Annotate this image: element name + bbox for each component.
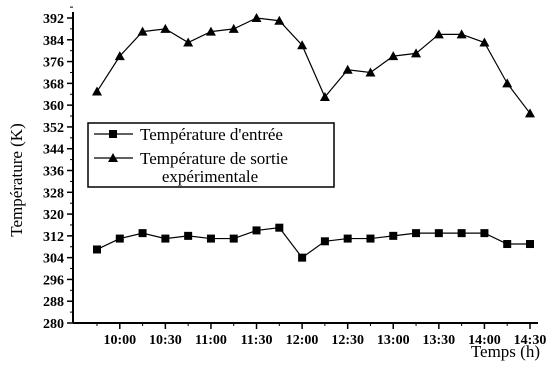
data-point [434, 229, 443, 238]
y-tick-label: 376 [43, 56, 64, 71]
y-tick-label: 352 [43, 121, 64, 136]
data-point [342, 64, 353, 74]
data-point [365, 67, 376, 77]
data-point [526, 240, 534, 249]
x-tick-label: 12:00 [286, 333, 319, 348]
legend: Température d'entrée Température de sorti… [87, 122, 335, 188]
y-tick-label: 384 [43, 34, 64, 49]
data-point [343, 234, 352, 243]
data-point [228, 23, 239, 33]
data-point [92, 86, 102, 96]
legend-label: Température de sortie [140, 149, 288, 168]
y-tick-label: 336 [43, 165, 64, 180]
data-point [184, 231, 193, 240]
x-tick-label: 10:00 [103, 333, 136, 348]
data-point [251, 13, 262, 22]
legend-label: expérimentale [162, 167, 258, 186]
x-axis-title: Temps (h) [471, 342, 540, 361]
data-point [206, 234, 215, 243]
series-layer [92, 13, 535, 262]
series-1 [93, 223, 534, 262]
y-tick-label: 360 [43, 99, 64, 114]
data-point [479, 37, 490, 47]
data-point [319, 91, 330, 101]
y-tick-label: 368 [43, 77, 64, 92]
y-tick-label: 328 [43, 186, 64, 201]
data-point [480, 229, 489, 238]
y-tick-label: 320 [43, 208, 64, 223]
data-point [411, 48, 422, 58]
data-point [205, 26, 216, 36]
y-axis-title: Température (K) [7, 123, 26, 237]
data-point [183, 37, 194, 47]
axes [72, 12, 538, 324]
x-tick-label: 13:30 [423, 333, 456, 348]
series-2 [92, 13, 535, 118]
data-point [137, 26, 148, 36]
x-tick-label: 14:00 [468, 333, 501, 348]
data-point [274, 15, 285, 25]
y-tick-label: 280 [43, 317, 64, 332]
x-axis-ticks: 10:00 10:30 11:00 11:30 12:00 12:30 13:00 13:30… [96, 323, 547, 348]
data-point [388, 51, 399, 61]
x-tick-label: 13:00 [377, 333, 410, 348]
y-tick-label: 304 [43, 252, 64, 267]
x-tick-label: 11:30 [241, 333, 273, 348]
y-tick-label: 312 [43, 230, 64, 245]
x-tick-label: 10:30 [149, 333, 182, 348]
y-tick-label: 296 [43, 273, 64, 288]
y-axis-ticks: 280 288 296 304 312 320 328 336 344 352 360 368 376 3… [43, 6, 73, 332]
data-point [366, 234, 375, 243]
data-point [161, 234, 170, 243]
data-point [93, 245, 101, 254]
x-tick-label: 11:00 [195, 333, 227, 348]
data-point [298, 253, 307, 262]
legend-marker [108, 153, 118, 162]
y-tick-label: 392 [43, 12, 64, 27]
x-tick-label: 14:30 [514, 333, 547, 348]
y-tick-label: 344 [43, 143, 64, 158]
data-point [297, 40, 308, 50]
data-point [229, 234, 238, 243]
data-point [503, 240, 512, 249]
data-point [456, 29, 467, 39]
data-point [525, 108, 535, 118]
data-point [320, 237, 329, 246]
data-point [160, 23, 171, 33]
data-point [389, 231, 398, 240]
data-point [114, 51, 125, 61]
x-tick-label: 12:30 [331, 333, 364, 348]
data-point [457, 229, 466, 238]
data-point [138, 229, 147, 238]
data-point [252, 226, 261, 235]
data-point [115, 234, 124, 243]
legend-label: Température d'entrée [140, 125, 283, 144]
y-tick-label: 288 [43, 295, 64, 310]
data-point [433, 29, 444, 39]
data-point [275, 223, 284, 232]
data-point [412, 229, 421, 238]
data-point [502, 78, 513, 88]
legend-marker [109, 130, 117, 138]
